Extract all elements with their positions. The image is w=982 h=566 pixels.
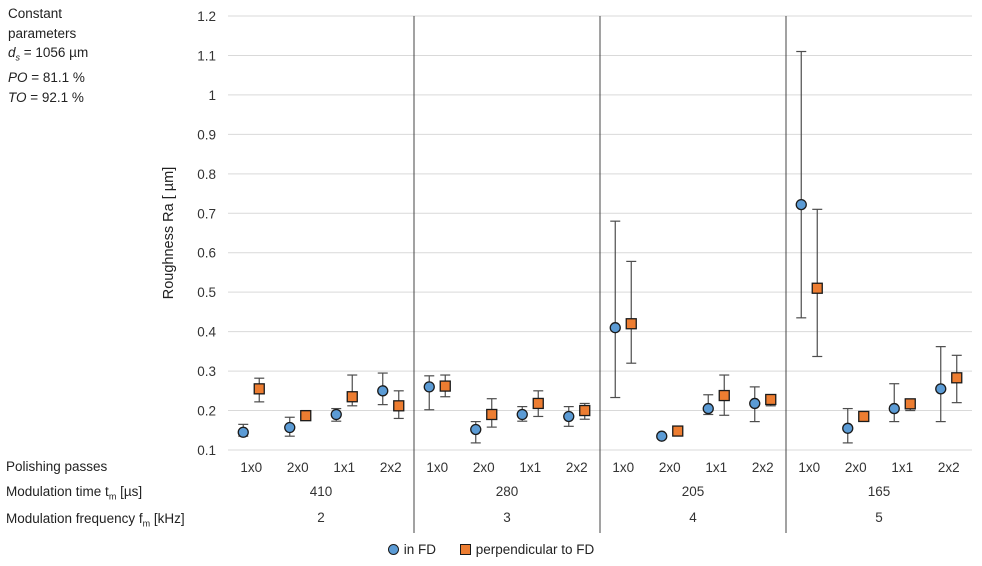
data-point-in-fd [284,421,296,434]
x-category-label: 1x0 [426,460,448,475]
data-point-perpendicular [532,397,544,410]
y-tick-label: 0.2 [197,404,216,419]
x-category-label: 2x2 [380,460,402,475]
data-point-in-fd [237,426,249,438]
modulation-frequency-label: Modulation frequency fm [kHz] [6,511,185,529]
y-tick-label: 0.9 [197,127,216,142]
y-tick-label: 1 [208,88,216,103]
note-line-1: Constant [8,6,63,21]
error-bar [626,260,637,364]
data-point-in-fd [423,381,435,393]
x-category-label: 2x2 [752,460,774,475]
legend: in FD perpendicular to FD [0,542,982,558]
error-bar [610,220,621,399]
y-tick-label: 0.1 [197,443,216,458]
data-point-perpendicular [625,318,637,330]
note-ds: ds = 1056 µm [8,45,89,63]
error-bar [796,50,807,319]
data-point-perpendicular [393,400,405,412]
data-point-perpendicular [672,425,684,437]
y-tick-label: 0.8 [197,167,216,182]
y-tick-label: 0.7 [197,206,216,221]
data-point-in-fd [702,402,714,415]
polishing-passes-label: Polishing passes [6,459,108,474]
group-frequency-label: 5 [875,510,883,525]
note-to: TO = 92.1 % [8,89,84,105]
data-point-perpendicular [300,410,312,422]
data-point-in-fd [795,198,807,211]
data-point-perpendicular [579,404,591,417]
y-axis-title: Roughness Ra [ µm] [161,167,177,299]
legend-label-in-fd: in FD [403,542,436,557]
data-point-perpendicular [765,393,777,406]
data-points [237,198,963,442]
data-point-perpendicular [718,389,730,402]
y-tick-label: 0.6 [197,246,216,261]
data-point-perpendicular [486,408,498,421]
data-point-perpendicular [858,410,870,423]
y-tick-label: 0.3 [197,364,216,379]
x-category-label: 2x0 [287,460,309,475]
x-category-label: 1x1 [705,460,727,475]
data-point-in-fd [609,322,621,334]
group-time-label: 410 [310,484,333,499]
data-point-in-fd [842,422,854,434]
x-category-label: 1x1 [519,460,541,475]
constant-parameters-note: Constant parameters ds = 1056 µm PO = 81… [8,4,88,107]
x-category-label: 1x0 [240,460,262,475]
legend-item-in-fd: in FD [387,542,436,557]
data-point-in-fd [516,408,528,421]
y-axis: 0.1 0.2 0.3 0.4 0.5 0.6 0.7 0.8 0.9 1 1.1 1.2 [197,9,216,458]
x-category-label: 2x0 [659,460,681,475]
x-category-label: 1x1 [891,460,913,475]
square-marker-icon [459,544,471,555]
legend-label-perpendicular: perpendicular to FD [475,542,595,557]
group-labels: 410 2 280 3 205 4 165 5 [310,484,891,525]
x-category-label: 1x0 [798,460,820,475]
circle-marker-icon [387,544,399,555]
y-tick-label: 1.2 [197,9,216,24]
group-time-label: 205 [682,484,705,499]
legend-item-perpendicular: perpendicular to FD [459,542,595,557]
x-category-label: 2x2 [938,460,960,475]
data-point-perpendicular [951,372,963,384]
group-time-label: 165 [868,484,891,499]
data-point-in-fd [749,397,761,410]
group-frequency-label: 3 [503,510,511,525]
data-point-in-fd [563,410,575,423]
group-separators [413,16,787,533]
y-tick-label: 0.4 [197,325,216,340]
data-point-perpendicular [904,398,916,410]
data-point-perpendicular [346,391,358,403]
data-point-in-fd [377,385,389,397]
error-bar [889,383,900,423]
modulation-time-label: Modulation time tm [µs] [6,484,143,502]
group-time-label: 280 [496,484,519,499]
data-point-perpendicular [439,380,451,392]
group-frequency-label: 4 [689,510,697,525]
x-category-label: 2x0 [473,460,495,475]
x-category-labels: 1x0 2x0 1x1 2x2 1x0 2x0 1x1 2x2 1x0 2x0 1x1 2x2 1x0 2… [240,460,959,475]
data-point-in-fd [330,408,342,421]
data-point-in-fd [656,430,668,442]
x-category-label: 2x0 [845,460,867,475]
note-po: PO = 81.1 % [8,70,85,86]
data-point-in-fd [470,423,482,436]
x-category-label: 2x2 [566,460,588,475]
error-bar [424,375,435,411]
x-category-label: 1x1 [333,460,355,475]
y-tick-label: 0.5 [197,285,216,300]
x-category-label: 1x0 [612,460,634,475]
data-point-perpendicular [253,383,265,395]
data-point-perpendicular [811,282,823,294]
data-point-in-fd [888,402,900,415]
y-tick-label: 1.1 [197,48,216,63]
data-point-in-fd [935,383,947,395]
group-frequency-label: 2 [317,510,325,525]
note-line-2: parameters [8,25,77,41]
